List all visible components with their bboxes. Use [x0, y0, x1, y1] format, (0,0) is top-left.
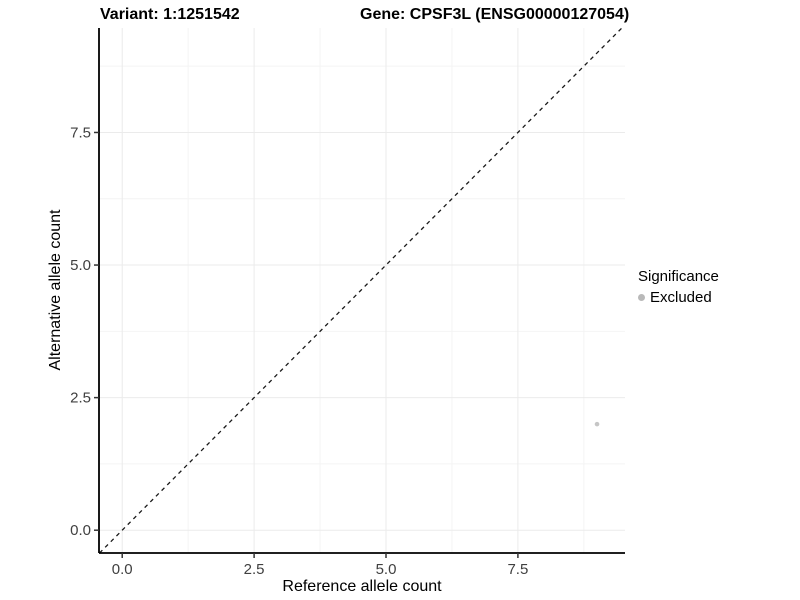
- plot-title-variant: Variant: 1:1251542: [100, 6, 240, 23]
- y-tick-label: 0.0: [70, 522, 91, 539]
- panel-background: [99, 28, 625, 553]
- legend: Significance Excluded: [638, 268, 719, 306]
- x-axis-title: Reference allele count: [282, 578, 442, 595]
- x-tick-label: 0.0: [112, 561, 133, 578]
- y-tick-label: 7.5: [70, 124, 91, 141]
- legend-point-icon: [638, 294, 645, 301]
- legend-entry-label: Excluded: [650, 289, 712, 306]
- x-tick-label: 7.5: [507, 561, 528, 578]
- y-tick-label: 5.0: [70, 257, 91, 274]
- y-axis-title: Alternative allele count: [47, 209, 64, 371]
- x-tick-label: 2.5: [244, 561, 265, 578]
- legend-title: Significance: [638, 268, 719, 285]
- data-point: [594, 421, 600, 427]
- legend-entry-excluded: Excluded: [638, 289, 719, 306]
- y-tick-label: 2.5: [70, 390, 91, 407]
- x-tick-label: 5.0: [376, 561, 397, 578]
- identity-reference-line: [99, 27, 623, 554]
- plot-title-gene: Gene: CPSF3L (ENSG00000127054): [360, 6, 630, 23]
